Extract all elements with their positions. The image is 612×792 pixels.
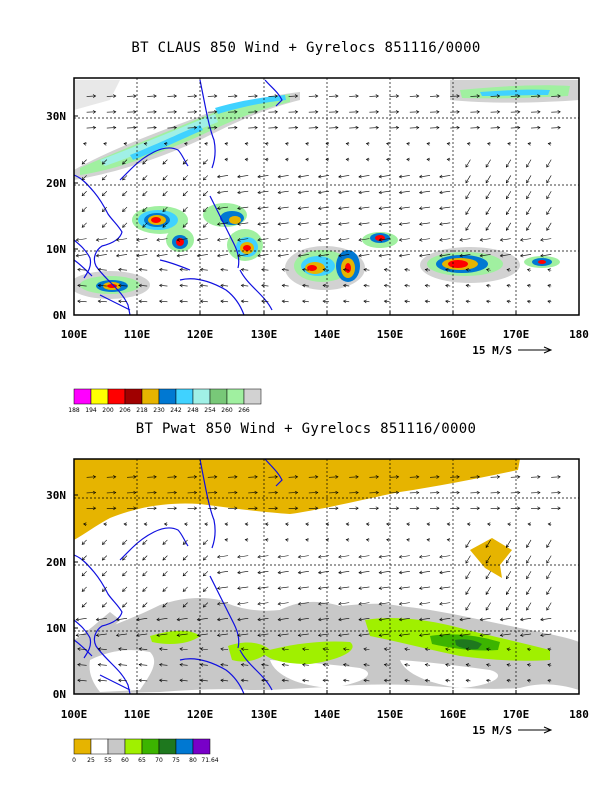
y-tick-label: 10N: [46, 243, 66, 256]
colorbar-label: 25: [87, 757, 95, 764]
y-tick-label: 30N: [46, 489, 66, 502]
colorbar-swatch: [107, 388, 126, 405]
y-tick-label: 0N: [53, 309, 66, 322]
colorbar-label: 242: [170, 407, 182, 414]
colorbar-label: 55: [104, 757, 112, 764]
colorbar-label: 206: [119, 407, 131, 414]
x-tick-label: 100E: [61, 708, 88, 721]
x-tick-label: 160E: [440, 708, 467, 721]
x-tick-label: 130E: [251, 708, 278, 721]
x-tick-label: 130E: [251, 328, 278, 341]
x-tick-label: 100E: [61, 328, 88, 341]
x-tick-label: 150E: [377, 708, 404, 721]
y-tick-label: 30N: [46, 110, 66, 123]
x-tick-label: 180: [569, 708, 589, 721]
vector-scale-label: 15 M/S: [472, 344, 512, 357]
axes: 100E 110E 120E 130E 140E 150E 160E 170E 180 0N 10N…: [46, 110, 589, 764]
chart-title: BT CLAUS 850 Wind + Gyrelocs 851116/0000: [131, 40, 481, 56]
colorbar-label: 71.64: [201, 757, 218, 764]
x-tick-label: 140E: [314, 328, 341, 341]
colorbar-swatch: [158, 738, 177, 755]
colorbar-swatch: [192, 388, 211, 405]
colorbar-swatch: [158, 388, 177, 405]
colorbar-label: 80: [189, 757, 197, 764]
colorbar-label: 230: [153, 407, 165, 414]
cloud-field: [74, 80, 579, 299]
x-tick-label: 110E: [124, 328, 151, 341]
colorbar-swatch: [226, 388, 245, 405]
colorbar-swatch: [175, 388, 194, 405]
colorbar-label: 65: [138, 757, 146, 764]
x-tick-label: 120E: [187, 328, 214, 341]
colorbar-swatch: [175, 738, 194, 755]
x-tick-label: 180: [569, 328, 589, 341]
colorbar-label: 248: [187, 407, 199, 414]
colorbar-label: 218: [136, 407, 148, 414]
colorbar-swatch: [124, 388, 143, 405]
colorbar-label: 70: [155, 757, 163, 764]
wind-vectors: [75, 475, 561, 683]
colorbar-swatch: [209, 388, 228, 405]
colorbar-label: 266: [238, 407, 250, 414]
colorbar-swatch: [192, 738, 211, 755]
colorbar-label: 254: [204, 407, 216, 414]
y-tick-label: 20N: [46, 556, 66, 569]
wind-vectors: [75, 94, 561, 304]
colorbar-swatch: [124, 738, 143, 755]
coastline: [74, 79, 283, 315]
colorbar-swatch: [243, 388, 262, 405]
y-tick-label: 20N: [46, 177, 66, 190]
x-tick-label: 150E: [377, 328, 404, 341]
colorbar-swatch: [73, 738, 92, 755]
gridlines: [74, 459, 579, 694]
colorbar-label: 260: [221, 407, 233, 414]
colorbar-label: 0: [72, 757, 76, 764]
colorbar-label: 60: [121, 757, 129, 764]
plot-area-2: [73, 458, 580, 695]
colorbar-swatch: [73, 388, 92, 405]
pwat-field: [74, 459, 579, 694]
vector-scale-label: 15 M/S: [472, 724, 512, 737]
colorbar-swatch: [107, 738, 126, 755]
colorbar-swatch: [90, 738, 109, 755]
colorbar-label: 194: [85, 407, 97, 414]
x-tick-label: 170E: [503, 328, 530, 341]
gridlines: [74, 78, 579, 315]
colorbar-swatch: [90, 388, 109, 405]
plot-area-1: [73, 77, 580, 316]
x-tick-label: 110E: [124, 708, 151, 721]
x-tick-label: 160E: [440, 328, 467, 341]
coastline: [74, 459, 283, 694]
y-tick-label: 10N: [46, 622, 66, 635]
y-tick-label: 0N: [53, 688, 66, 701]
x-tick-label: 170E: [503, 708, 530, 721]
colorbar-label: 188: [68, 407, 80, 414]
colorbar-label: 200: [102, 407, 114, 414]
colorbar-swatch: [141, 738, 160, 755]
x-tick-label: 140E: [314, 708, 341, 721]
chart-title: BT Pwat 850 Wind + Gyrelocs 851116/0000: [135, 421, 477, 437]
colorbar-label: 75: [172, 757, 180, 764]
x-tick-label: 120E: [187, 708, 214, 721]
colorbar-swatch: [141, 388, 160, 405]
